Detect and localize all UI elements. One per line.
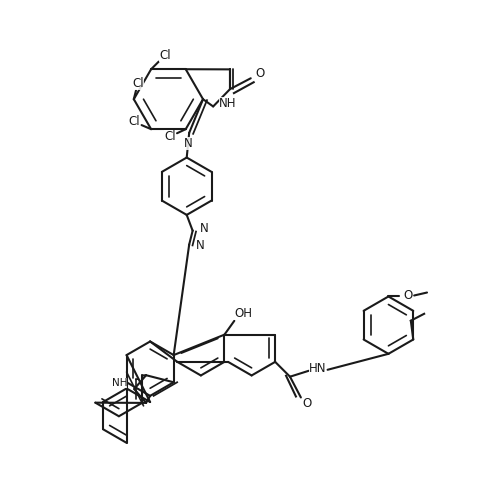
Text: O: O xyxy=(404,289,413,302)
Text: Cl: Cl xyxy=(159,49,171,62)
Text: Cl: Cl xyxy=(128,116,140,128)
Text: O: O xyxy=(255,67,264,80)
Text: NH: NH xyxy=(219,98,236,110)
Text: N: N xyxy=(184,137,192,150)
Text: N: N xyxy=(200,222,208,234)
Text: HN: HN xyxy=(309,362,326,376)
Text: NH: NH xyxy=(112,378,127,388)
Text: O: O xyxy=(302,397,312,410)
Text: Cl: Cl xyxy=(132,77,143,90)
Text: Cl: Cl xyxy=(164,130,175,143)
Text: OH: OH xyxy=(234,308,252,320)
Text: N: N xyxy=(196,239,205,252)
